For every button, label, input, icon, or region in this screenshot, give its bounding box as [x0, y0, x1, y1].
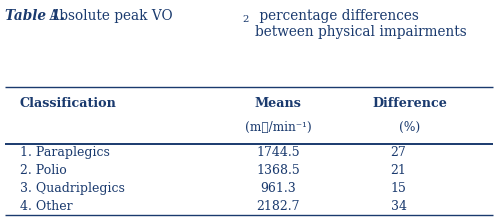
Text: 1368.5: 1368.5 [256, 164, 300, 177]
Text: 21: 21 [390, 164, 406, 177]
Text: 2: 2 [243, 15, 249, 24]
Text: Means: Means [255, 97, 302, 110]
Text: 34: 34 [390, 200, 406, 213]
Text: 3. Quadriplegics: 3. Quadriplegics [19, 182, 124, 195]
Text: 15: 15 [390, 182, 406, 195]
Text: Table 1.: Table 1. [5, 9, 65, 23]
Text: percentage differences
between physical impairments: percentage differences between physical … [255, 9, 467, 39]
Text: 4. Other: 4. Other [19, 200, 72, 213]
Text: (mℓ/min⁻¹): (mℓ/min⁻¹) [245, 121, 312, 134]
Text: (%): (%) [399, 121, 421, 134]
Text: 2182.7: 2182.7 [256, 200, 300, 213]
Text: 2. Polio: 2. Polio [19, 164, 66, 177]
Text: 27: 27 [390, 146, 406, 159]
Text: 961.3: 961.3 [260, 182, 296, 195]
Text: 1. Paraplegics: 1. Paraplegics [19, 146, 110, 159]
Text: Difference: Difference [373, 97, 448, 110]
Text: Classification: Classification [19, 97, 117, 110]
Text: Absolute peak VO: Absolute peak VO [45, 9, 173, 23]
Text: 1744.5: 1744.5 [256, 146, 300, 159]
